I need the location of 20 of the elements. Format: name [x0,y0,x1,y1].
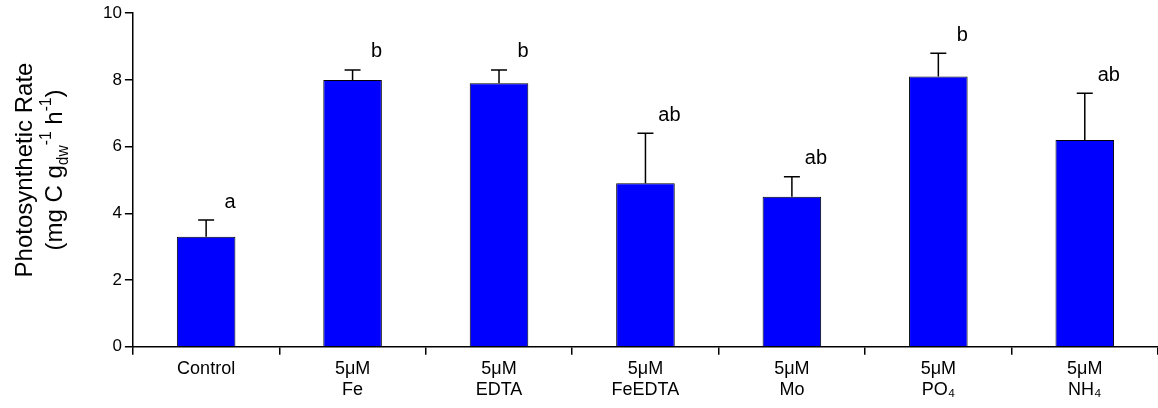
x-tick-label: 5μM NH₄ [1067,357,1103,400]
y-tick-label: 2 [112,269,122,289]
y-tick-label: 4 [112,203,122,223]
x-tick-label: 5μM Fe [334,357,371,400]
annotation: ab [804,146,828,169]
x-tick-label: 5μM PO₄ [920,357,957,400]
annotation: b [517,39,529,62]
y-tick-label: 10 [102,2,122,22]
x-tick-label: Control [177,357,236,378]
annotation: a [224,189,237,212]
x-tick-label: 5μM Mo [774,357,810,400]
annotation: b [371,39,383,62]
y-tick-label: 6 [112,136,122,156]
annotation: ab [658,102,681,125]
y-tick-label: 8 [112,69,122,89]
x-tick-label: 5μM FeEDTA [611,357,680,400]
x-tick-label: 5μM EDTA [475,357,523,400]
annotation: ab [1097,62,1120,85]
y-tick-label: 0 [112,336,122,356]
annotation: b [956,22,968,45]
